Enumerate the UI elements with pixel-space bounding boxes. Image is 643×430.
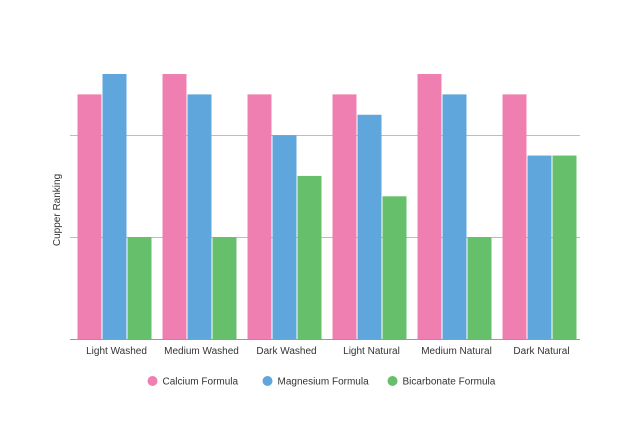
bar-magnesium-formula-medium-washed [187, 94, 212, 339]
bar-bicarbonate-formula-dark-natural [552, 155, 577, 339]
bar-calcium-formula-medium-natural [417, 74, 442, 339]
legend-marker [147, 376, 158, 386]
bar-calcium-formula-medium-washed [162, 74, 187, 339]
legend: Calcium Formula Magnesium Formula Bicarbon… [147, 376, 496, 388]
x-tick-label: Light Natural [343, 346, 400, 357]
bar-calcium-formula-light-washed [77, 94, 102, 339]
x-tick-label: Medium Natural [421, 346, 492, 357]
bar-magnesium-formula-dark-washed [272, 135, 297, 339]
bar-magnesium-formula-light-natural [357, 114, 382, 340]
legend-label: Calcium Formula [163, 377, 239, 388]
bar-magnesium-formula-dark-natural [527, 155, 552, 339]
x-tick-label: Medium Washed [164, 346, 239, 357]
bar-calcium-formula-light-natural [332, 94, 357, 339]
gridlines [70, 135, 580, 340]
bar-bicarbonate-formula-medium-washed [212, 237, 237, 339]
bar-bicarbonate-formula-light-natural [382, 196, 407, 339]
bar-magnesium-formula-medium-natural [442, 94, 467, 339]
x-tick-label: Dark Washed [256, 346, 316, 357]
x-axis-tick-labels: Light Washed Medium Washed Dark Washed Ligh… [86, 346, 569, 357]
x-tick-label: Light Washed [86, 346, 147, 357]
x-tick-label: Dark Natural [513, 346, 569, 357]
bar-bicarbonate-formula-dark-washed [297, 175, 322, 339]
bar-magnesium-formula-light-washed [102, 74, 127, 339]
bar-calcium-formula-dark-natural [502, 94, 527, 339]
bars [77, 74, 577, 340]
bar-calcium-formula-dark-washed [247, 94, 272, 339]
legend-marker [262, 376, 273, 386]
bar-bicarbonate-formula-light-washed [127, 237, 152, 339]
legend-label: Magnesium Formula [278, 377, 370, 388]
legend-marker [387, 376, 398, 386]
legend-label: Bicarbonate Formula [403, 377, 496, 388]
y-axis-title: Cupper Ranking [52, 174, 63, 246]
bar-bicarbonate-formula-medium-natural [467, 237, 492, 339]
